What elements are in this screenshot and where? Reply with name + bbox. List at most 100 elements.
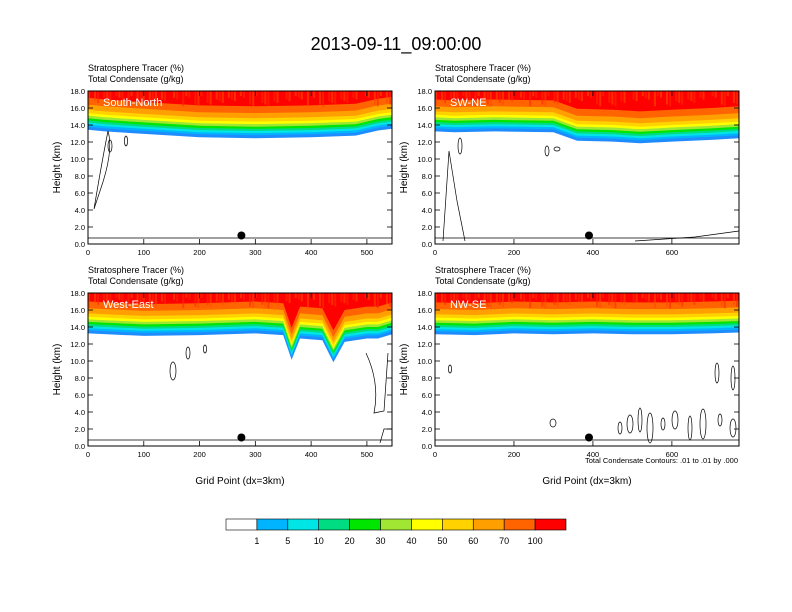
panel-fill [435, 293, 739, 446]
colorbar-label: 100 [528, 536, 543, 546]
y-tick-label: 10.0 [417, 155, 432, 164]
tracer-streak [699, 91, 702, 98]
tracer-streak [690, 293, 693, 304]
tracer-streak [693, 293, 696, 305]
tracer-streak [306, 293, 309, 309]
tracer-streak [367, 91, 370, 98]
tracer-streak [185, 293, 188, 299]
y-tick-label: 4.0 [75, 408, 85, 417]
tracer-streak [444, 293, 447, 305]
tracer-streak [441, 293, 444, 304]
y-tick-label: 0.0 [422, 442, 432, 451]
tracer-streak [529, 91, 532, 107]
tracer-streak [547, 293, 550, 299]
tracer-streak [726, 91, 729, 97]
tracer-streak [523, 293, 526, 302]
tracer-streak [376, 293, 379, 309]
tracer-streak [669, 293, 672, 309]
tracer-streak [723, 91, 726, 107]
y-axis-label: Height (km) [399, 142, 410, 194]
tracer-streak [106, 293, 109, 302]
subtitle-tracer: Stratosphere Tracer (%) [88, 265, 184, 275]
y-tick-label: 2.0 [75, 223, 85, 232]
tracer-streak [249, 91, 252, 105]
tracer-streak [644, 293, 647, 300]
tracer-streak [520, 293, 523, 300]
subtitle-condensate: Total Condensate (g/kg) [435, 74, 531, 84]
tracer-streak [699, 293, 702, 300]
tracer-streak [328, 91, 331, 102]
tracer-streak [453, 91, 456, 100]
panel-2: West-East Stratosphere Tracer (%)Total Co… [52, 265, 393, 487]
tracer-streak [194, 293, 197, 307]
y-tick-label: 14.0 [417, 323, 432, 332]
tracer-streak [596, 91, 599, 105]
panel-fill [88, 91, 392, 244]
tracer-streak [450, 293, 453, 300]
x-tick-label: 0 [86, 450, 90, 459]
colorbar-swatch [411, 518, 443, 531]
y-axis-label: Height (km) [399, 344, 410, 396]
tracer-streak [483, 91, 486, 103]
tracer-streak [127, 293, 130, 309]
tracer-streak [355, 293, 358, 302]
tracer-streak [486, 293, 489, 307]
panel-label: SW-NE [450, 97, 486, 109]
subtitle-tracer: Stratosphere Tracer (%) [88, 63, 184, 73]
tracer-streak [264, 293, 267, 307]
tracer-streak [468, 91, 471, 100]
tracer-streak [681, 293, 684, 307]
tracer-streak [161, 293, 163, 302]
tracer-streak [285, 293, 288, 302]
colorbar-label: 70 [499, 536, 509, 546]
tracer-streak [379, 293, 382, 299]
tracer-streak [340, 91, 343, 100]
tracer-streak [690, 91, 693, 102]
tracer-streak [161, 91, 163, 100]
colorbar-label: 40 [406, 536, 416, 546]
colorbar-swatch [380, 518, 412, 531]
tracer-streak [474, 293, 477, 309]
tracer-streak [176, 91, 179, 100]
subtitle-condensate: Total Condensate (g/kg) [435, 276, 531, 286]
tracer-streak [568, 91, 571, 103]
tracer-streak [577, 293, 580, 302]
panel-1: SW-NE Stratosphere Tracer (%)Total Conden… [399, 63, 740, 257]
tracer-streak [608, 293, 611, 305]
tracer-streak [441, 91, 444, 102]
tracer-streak [255, 91, 258, 97]
y-tick-label: 18.0 [70, 289, 85, 298]
tracer-streak [379, 91, 382, 97]
tracer-streak [590, 91, 592, 98]
y-tick-label: 0.0 [422, 240, 432, 249]
y-tick-label: 12.0 [417, 340, 432, 349]
colorbar-label: 1 [254, 536, 259, 546]
y-tick-label: 12.0 [70, 340, 85, 349]
tracer-streak [669, 91, 672, 107]
y-tick-label: 18.0 [417, 289, 432, 298]
y-tick-label: 16.0 [417, 306, 432, 315]
tracer-streak [678, 293, 681, 305]
x-axis-label: Grid Point (dx=3km) [195, 476, 284, 487]
tracer-streak [115, 293, 118, 299]
tracer-streak [456, 91, 459, 102]
tracer-streak [444, 91, 447, 103]
tracer-streak [711, 91, 714, 97]
tracer-streak [486, 91, 489, 105]
colorbar-label: 30 [376, 536, 386, 546]
colorbar-swatch [534, 518, 567, 531]
tracer-streak [376, 91, 379, 107]
tracer-streak [587, 91, 589, 97]
tracer-streak [97, 91, 100, 103]
tracer-streak [164, 91, 166, 102]
tracer-streak [508, 293, 510, 302]
tracer-streak [206, 91, 209, 103]
tracer-streak [544, 91, 547, 107]
tracer-streak [188, 293, 191, 300]
tracer-streak [465, 91, 468, 98]
y-tick-label: 6.0 [75, 391, 85, 400]
tracer-streak [483, 293, 486, 305]
tracer-streak [495, 91, 498, 102]
tracer-streak [498, 91, 501, 103]
tracer-streak [553, 91, 556, 103]
